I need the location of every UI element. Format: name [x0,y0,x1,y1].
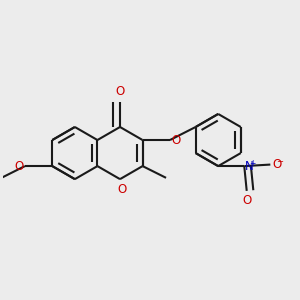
Text: O: O [242,194,251,207]
Text: O: O [118,183,127,196]
Text: O: O [14,160,23,172]
Text: −: − [276,157,283,166]
Text: O: O [172,134,181,146]
Text: +: + [249,158,255,167]
Text: N: N [245,160,254,172]
Text: O: O [272,158,282,171]
Text: O: O [116,85,124,98]
